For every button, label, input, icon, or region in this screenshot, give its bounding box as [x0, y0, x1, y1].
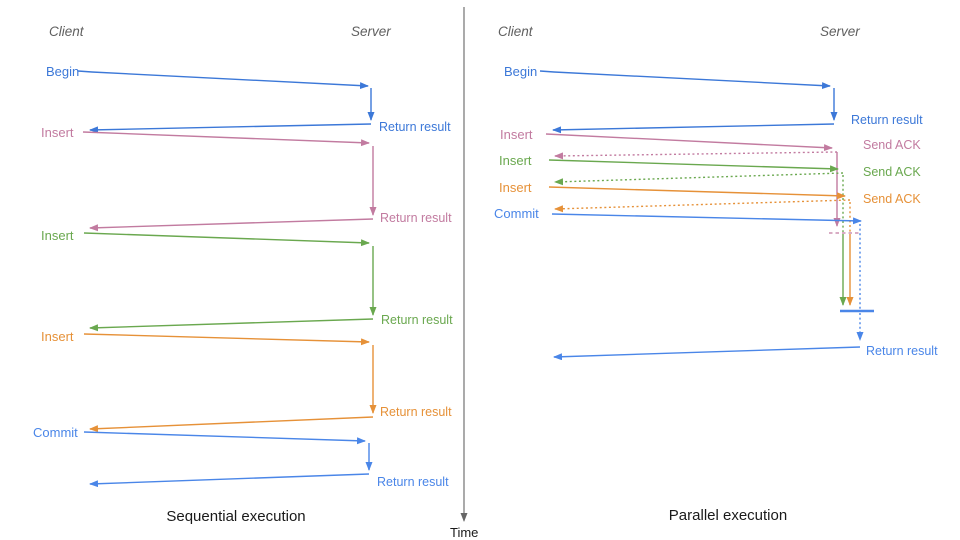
response-arrow	[89, 416, 374, 433]
ack-arrow	[554, 172, 844, 186]
request-arrow	[83, 333, 370, 346]
op-insert-2: Insert Send ACK	[499, 153, 921, 306]
response-label: Return result	[379, 120, 451, 134]
request-arrow	[82, 131, 370, 147]
request-arrow	[551, 213, 862, 225]
op-label: Insert	[500, 127, 533, 142]
op-begin: Begin Return result	[504, 64, 923, 134]
response-label: Send ACK	[863, 138, 921, 152]
panel-caption: Parallel execution	[669, 507, 787, 524]
ack-arrow	[554, 199, 851, 213]
op-insert-1: Insert Send ACK	[500, 127, 921, 234]
op-insert-2: Insert Return result	[41, 228, 453, 332]
response-label: Return result	[380, 405, 452, 419]
panel-parallel: Client Server Begin Return result Insert…	[494, 24, 938, 524]
request-arrow	[548, 186, 846, 200]
request-arrow	[83, 431, 366, 445]
panel-caption: Sequential execution	[166, 508, 305, 525]
op-label: Insert	[499, 153, 532, 168]
op-insert-3: Insert Send ACK	[499, 180, 921, 306]
response-arrow	[553, 346, 861, 361]
op-label: Begin	[504, 64, 537, 79]
op-label: Begin	[46, 64, 79, 79]
request-arrow	[548, 159, 839, 173]
op-label: Insert	[41, 125, 74, 140]
op-commit: Commit Return result	[494, 206, 938, 361]
client-lane-label: Client	[49, 24, 85, 39]
server-lane-label: Server	[820, 24, 860, 39]
op-commit: Commit Return result	[33, 425, 449, 489]
response-arrow	[89, 473, 370, 488]
ack-arrow	[554, 151, 838, 160]
op-label: Insert	[41, 228, 74, 243]
op-label: Insert	[41, 329, 74, 344]
response-arrow	[89, 318, 374, 332]
response-arrow	[552, 123, 835, 134]
request-arrow	[545, 133, 833, 152]
op-insert-3: Insert Return result	[41, 329, 452, 433]
response-label: Send ACK	[863, 192, 921, 206]
response-arrow	[89, 218, 374, 232]
client-lane-label: Client	[498, 24, 534, 39]
time-axis-label: Time	[450, 525, 478, 540]
request-arrow	[77, 70, 369, 90]
response-label: Return result	[381, 313, 453, 327]
panel-sequential: Client Server Begin Return result Insert…	[33, 24, 453, 525]
response-label: Return result	[380, 211, 452, 225]
response-label: Return result	[851, 113, 923, 127]
server-lane-label: Server	[351, 24, 391, 39]
response-label: Return result	[377, 475, 449, 489]
request-arrow	[83, 232, 370, 247]
op-label: Commit	[33, 425, 78, 440]
request-arrow	[539, 70, 831, 90]
op-label: Commit	[494, 206, 539, 221]
op-label: Insert	[499, 180, 532, 195]
response-label: Return result	[866, 344, 938, 358]
op-begin: Begin Return result	[46, 64, 451, 134]
op-insert-1: Insert Return result	[41, 125, 452, 232]
response-arrow	[89, 123, 372, 134]
response-label: Send ACK	[863, 165, 921, 179]
